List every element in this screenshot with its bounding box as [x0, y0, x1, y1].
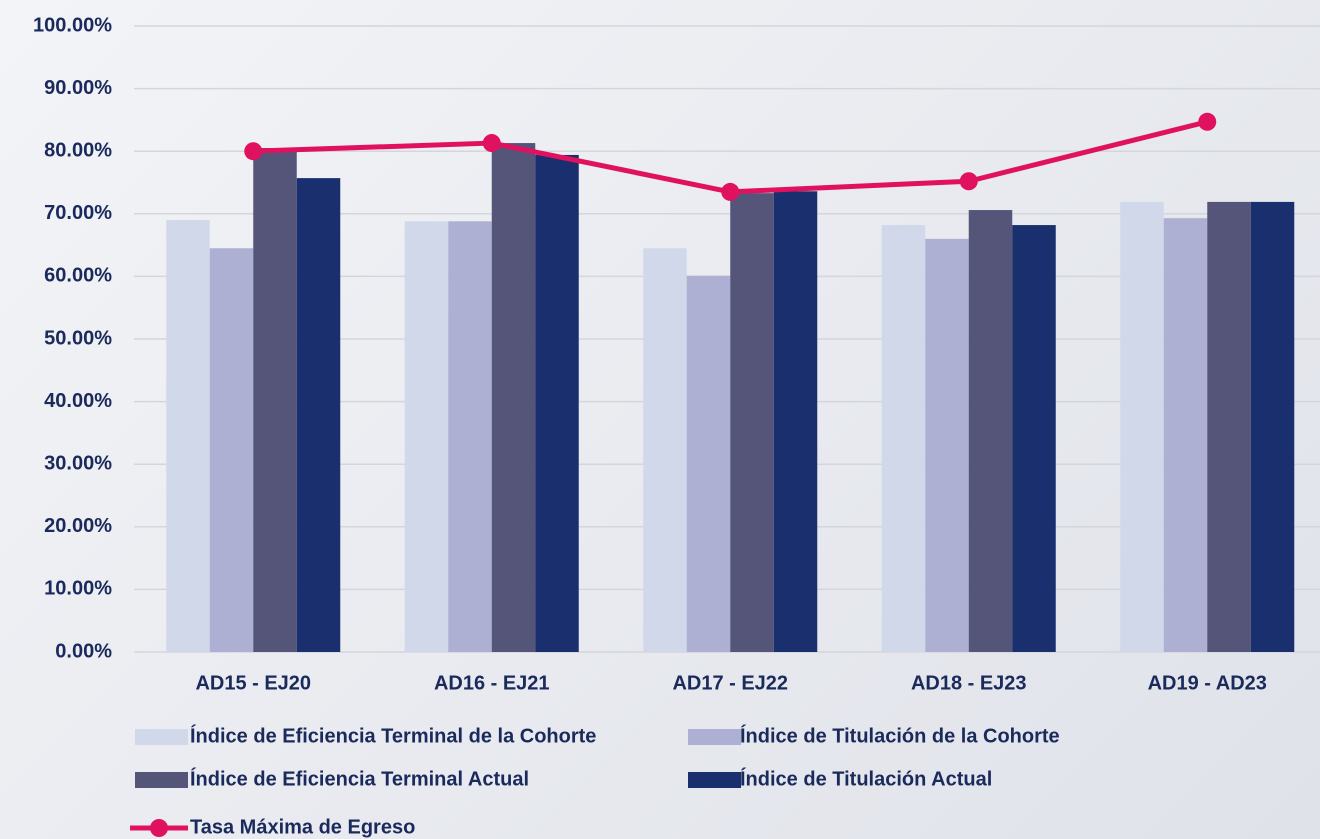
y-tick-label: 90.00%	[44, 77, 112, 99]
y-tick-label: 10.00%	[44, 578, 112, 600]
y-tick-label: 30.00%	[44, 452, 112, 474]
bar	[166, 220, 210, 652]
y-tick-label: 20.00%	[44, 515, 112, 537]
legend-label: Tasa Máxima de Egreso	[190, 816, 415, 838]
x-tick-label: AD18 - EJ23	[911, 672, 1027, 694]
legend-swatch	[135, 729, 188, 745]
line-marker	[482, 134, 501, 153]
bar	[404, 221, 449, 652]
legend-swatch-marker	[150, 819, 168, 837]
legend-label: Índice de Eficiencia Terminal Actual	[190, 767, 529, 790]
x-tick-label: AD19 - AD23	[1148, 672, 1267, 694]
line-marker	[244, 142, 263, 161]
bar	[535, 154, 579, 652]
bar	[968, 210, 1013, 652]
y-tick-label: 70.00%	[44, 202, 112, 224]
bar	[1012, 225, 1056, 652]
bar	[491, 143, 536, 652]
bar	[730, 193, 774, 652]
y-tick-label: 60.00%	[44, 265, 112, 287]
line	[253, 119, 1208, 195]
bar	[296, 178, 341, 653]
legend-swatch	[688, 772, 741, 788]
legend-label: Índice de Titulación Actual	[740, 767, 992, 790]
bar	[686, 275, 731, 652]
bar	[253, 148, 297, 652]
bar	[1207, 201, 1251, 652]
y-tick-label: 0.00%	[55, 640, 112, 662]
y-tick-label: 40.00%	[44, 390, 112, 412]
line-marker	[1198, 112, 1217, 131]
bar	[925, 238, 969, 652]
bar	[448, 221, 492, 652]
bar	[209, 248, 254, 653]
y-tick-label: 80.00%	[44, 139, 112, 161]
bar	[643, 248, 687, 653]
x-tick-label: AD15 - EJ20	[195, 672, 311, 694]
y-tick-label: 100.00%	[33, 14, 112, 36]
legend-swatch	[688, 729, 741, 745]
line-marker	[959, 172, 978, 191]
bar	[1120, 201, 1164, 652]
bar	[881, 225, 926, 652]
legend-label: Índice de Eficiencia Terminal de la Coho…	[190, 724, 596, 747]
legend-label: Índice de Titulación de la Cohorte	[740, 724, 1060, 747]
bar	[1163, 218, 1208, 652]
legend-swatch	[135, 772, 188, 788]
bar	[1250, 201, 1295, 652]
x-tick-label: AD16 - EJ21	[434, 672, 550, 694]
line-marker	[721, 182, 740, 201]
y-tick-label: 50.00%	[44, 327, 112, 349]
bar	[773, 191, 818, 652]
x-tick-label: AD17 - EJ22	[672, 672, 788, 694]
